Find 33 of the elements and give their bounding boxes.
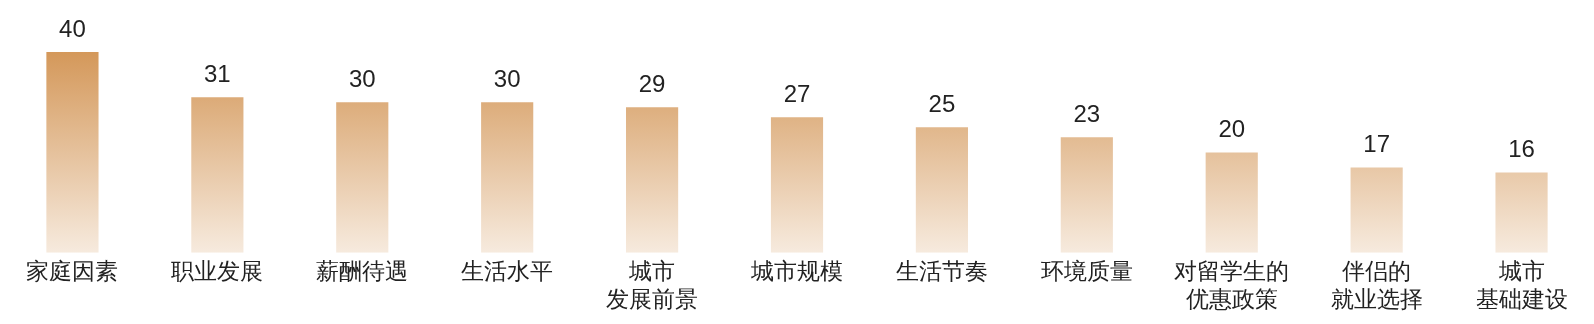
x-tick-label: 薪酬待遇 — [316, 257, 409, 284]
data-label: 29 — [638, 69, 666, 97]
data-label: 40 — [59, 14, 86, 42]
data-label: 30 — [493, 64, 521, 92]
bar — [770, 117, 824, 253]
bar — [481, 102, 534, 253]
bar — [46, 52, 99, 253]
x-tick-label: 伴侣的就业选择 — [1330, 257, 1423, 312]
bar — [1495, 172, 1548, 253]
x-tick-label: 城市基础建设 — [1475, 257, 1568, 312]
bar — [626, 107, 679, 253]
data-label: 23 — [1073, 99, 1101, 127]
x-tick-label: 职业发展 — [171, 257, 264, 284]
x-tick-label: 对留学生的优惠政策 — [1174, 257, 1290, 312]
bar — [336, 102, 389, 253]
x-tick-label: 城市规模 — [750, 257, 843, 284]
x-tick-label: 家庭因素 — [26, 257, 119, 284]
x-tick-label: 生活水平 — [461, 257, 554, 284]
data-label: 20 — [1218, 115, 1246, 143]
data-label: 25 — [928, 89, 956, 117]
bar — [191, 97, 244, 253]
x-tick-label: 环境质量 — [1040, 257, 1133, 284]
bar — [1205, 152, 1258, 253]
data-label: 17 — [1363, 130, 1390, 158]
x-tick-label: 城市发展前景 — [606, 257, 699, 312]
data-label: 16 — [1508, 135, 1535, 163]
bar — [1350, 167, 1403, 253]
bar — [1060, 137, 1113, 253]
x-tick-label: 生活节奏 — [895, 257, 988, 284]
bar — [915, 127, 968, 253]
data-label: 27 — [783, 79, 811, 107]
data-label: 30 — [348, 64, 376, 92]
data-label: 31 — [204, 59, 231, 87]
